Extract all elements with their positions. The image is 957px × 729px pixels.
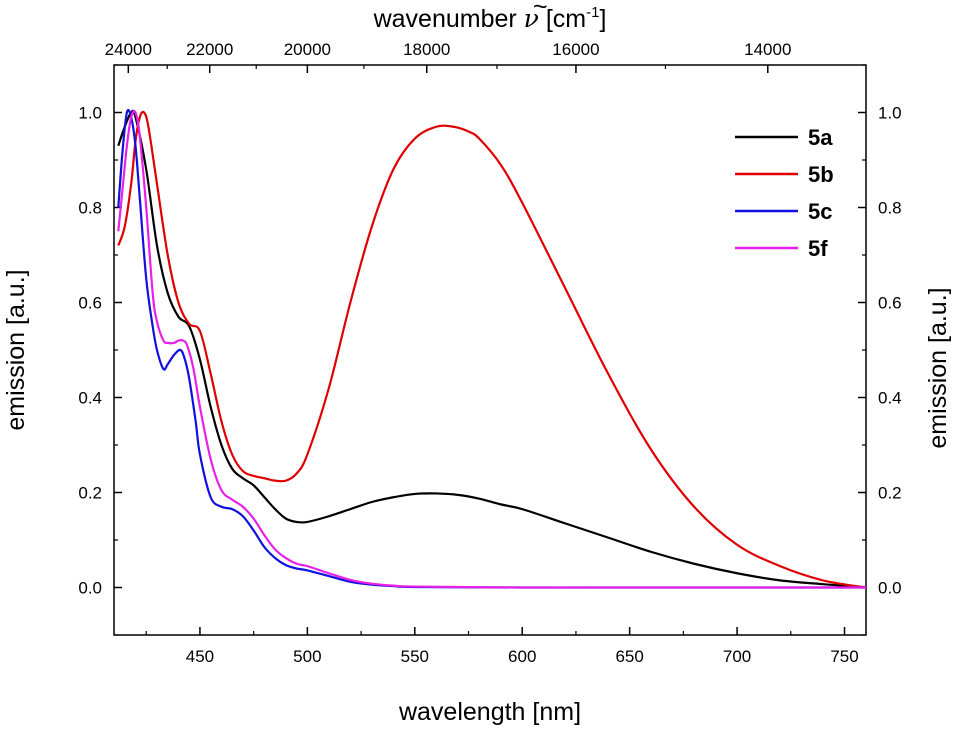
y-tick-label-right: 0.6 — [878, 294, 902, 313]
x2-tick-label: 16000 — [552, 40, 599, 59]
y-tick-label-left: 0.4 — [78, 389, 102, 408]
tilde-accent: ~ — [533, 0, 548, 21]
top-axis-title-symbol: ν — [524, 4, 539, 33]
x-tick-label: 750 — [830, 647, 858, 666]
y-axis-title-left: emission [a.u.] — [2, 269, 30, 430]
x2-tick-label: 14000 — [744, 40, 791, 59]
x-axis-title: wavelength [nm] — [398, 698, 581, 726]
y-axis-title-right: emission [a.u.] — [924, 287, 952, 448]
x2-tick-label: 24000 — [105, 40, 152, 59]
series-line-5b — [117, 110, 866, 589]
x-tick-label: 600 — [508, 647, 536, 666]
x-tick-label: 700 — [723, 647, 751, 666]
series-line-5c — [117, 109, 866, 589]
series-line-5f — [117, 110, 866, 589]
y-tick-label-left: 0.6 — [78, 294, 102, 313]
y-tick-label-right: 0.4 — [878, 389, 902, 408]
legend-label-5c: 5c — [808, 199, 832, 224]
y-tick-label-left: 0.0 — [78, 579, 102, 598]
y-tick-label-left: 1.0 — [78, 104, 102, 123]
x-tick-label: 500 — [293, 647, 321, 666]
top-axis-title-unit: [cm — [539, 5, 586, 33]
y-tick-label-right: 1.0 — [878, 104, 902, 123]
legend: 5a 5b 5c 5f — [735, 125, 834, 261]
x-tick-label: 450 — [186, 647, 214, 666]
top-axis-title-prefix: wavenumber — [373, 5, 524, 33]
x2-tick-label: 18000 — [403, 40, 450, 59]
legend-label-5b: 5b — [808, 162, 834, 187]
y-tick-label-right: 0.2 — [878, 484, 902, 503]
top-axis-title-exponent: -1 — [586, 4, 599, 21]
x2-tick-label: 22000 — [186, 40, 233, 59]
y-tick-label-left: 0.2 — [78, 484, 102, 503]
x2-tick-label: 20000 — [284, 40, 331, 59]
legend-label-5a: 5a — [808, 125, 833, 150]
series-line-5a — [117, 109, 866, 589]
y-tick-label-right: 0.8 — [878, 199, 902, 218]
y-tick-label-left: 0.8 — [78, 199, 102, 218]
top-axis-title-close: ] — [599, 5, 606, 33]
legend-label-5f: 5f — [808, 236, 828, 261]
x-tick-label: 550 — [401, 647, 429, 666]
x-tick-label: 650 — [615, 647, 643, 666]
y-tick-label-right: 0.0 — [878, 579, 902, 598]
top-axis-title: wavenumber ν [cm-1] — [373, 4, 607, 33]
